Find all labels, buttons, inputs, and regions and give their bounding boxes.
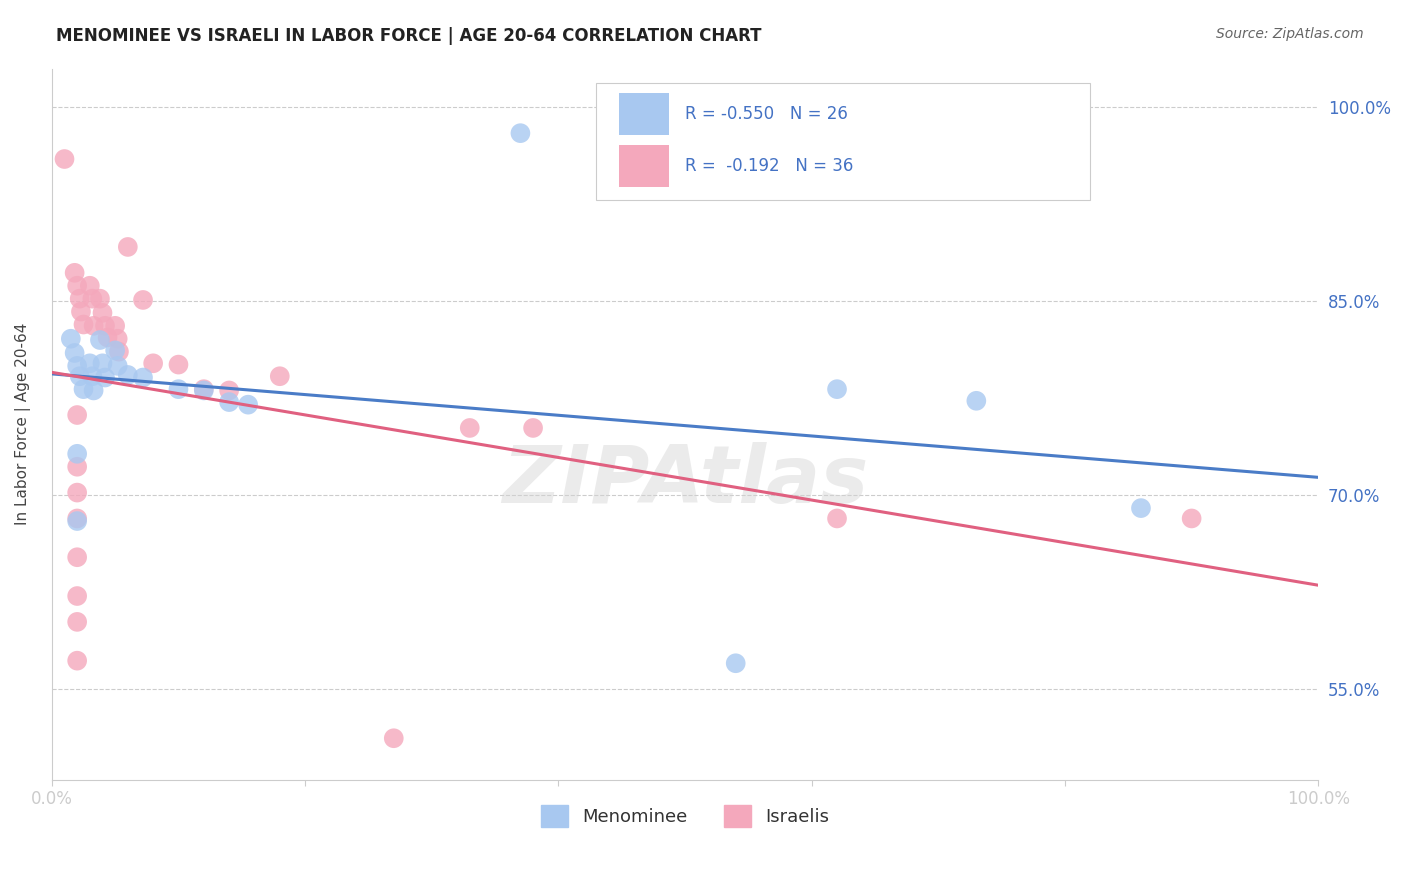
Point: [53, 152, 76, 166]
Text: R =  -0.192   N = 36: R = -0.192 N = 36: [685, 157, 853, 175]
Point: [1130, 501, 1153, 516]
Point: [132, 370, 155, 384]
Point: [94, 318, 117, 333]
Point: [91, 306, 114, 320]
Point: [79, 278, 101, 293]
Point: [91, 356, 114, 370]
FancyBboxPatch shape: [619, 93, 669, 135]
Point: [66, 615, 89, 629]
Text: Source: ZipAtlas.com: Source: ZipAtlas.com: [1216, 27, 1364, 41]
Text: MENOMINEE VS ISRAELI IN LABOR FORCE | AGE 20-64 CORRELATION CHART: MENOMINEE VS ISRAELI IN LABOR FORCE | AG…: [56, 27, 762, 45]
Point: [79, 356, 101, 370]
Point: [167, 358, 190, 372]
Point: [104, 318, 127, 333]
Point: [66, 550, 89, 565]
Point: [82, 292, 104, 306]
Point: [94, 370, 117, 384]
Point: [66, 459, 89, 474]
Point: [83, 384, 105, 398]
Point: [107, 359, 129, 373]
Point: [108, 344, 131, 359]
Point: [724, 657, 747, 671]
Point: [89, 333, 111, 347]
Point: [142, 356, 165, 370]
Point: [218, 395, 240, 409]
Point: [66, 359, 89, 373]
Point: [63, 266, 86, 280]
Point: [66, 589, 89, 603]
Point: [509, 126, 531, 140]
Point: [522, 421, 544, 435]
Point: [69, 292, 91, 306]
Text: R = -0.550   N = 26: R = -0.550 N = 26: [685, 105, 848, 123]
FancyBboxPatch shape: [596, 83, 1090, 200]
Point: [66, 278, 89, 293]
Point: [236, 398, 259, 412]
Point: [72, 382, 94, 396]
FancyBboxPatch shape: [619, 145, 669, 187]
Legend: Menominee, Israelis: Menominee, Israelis: [534, 798, 837, 835]
Point: [1181, 511, 1204, 525]
Point: [83, 318, 105, 333]
Point: [269, 369, 291, 384]
Point: [66, 511, 89, 525]
Y-axis label: In Labor Force | Age 20-64: In Labor Force | Age 20-64: [15, 323, 31, 525]
Point: [104, 343, 127, 358]
Point: [96, 330, 118, 344]
Point: [70, 304, 93, 318]
Point: [825, 382, 848, 396]
Text: ZIPAtlas: ZIPAtlas: [502, 442, 868, 520]
Point: [218, 384, 240, 398]
Point: [59, 332, 82, 346]
Point: [117, 240, 139, 254]
Point: [382, 731, 405, 746]
Point: [69, 369, 91, 384]
Point: [82, 369, 104, 384]
Point: [965, 393, 987, 408]
Point: [117, 368, 139, 382]
Point: [825, 511, 848, 525]
Point: [63, 346, 86, 360]
Point: [167, 382, 190, 396]
Point: [66, 408, 89, 422]
Point: [66, 654, 89, 668]
Point: [66, 447, 89, 461]
Point: [89, 292, 111, 306]
Point: [66, 514, 89, 528]
Point: [193, 382, 215, 396]
Point: [132, 293, 155, 307]
Point: [72, 318, 94, 332]
Point: [66, 485, 89, 500]
Point: [458, 421, 481, 435]
Point: [193, 384, 215, 398]
Point: [107, 332, 129, 346]
